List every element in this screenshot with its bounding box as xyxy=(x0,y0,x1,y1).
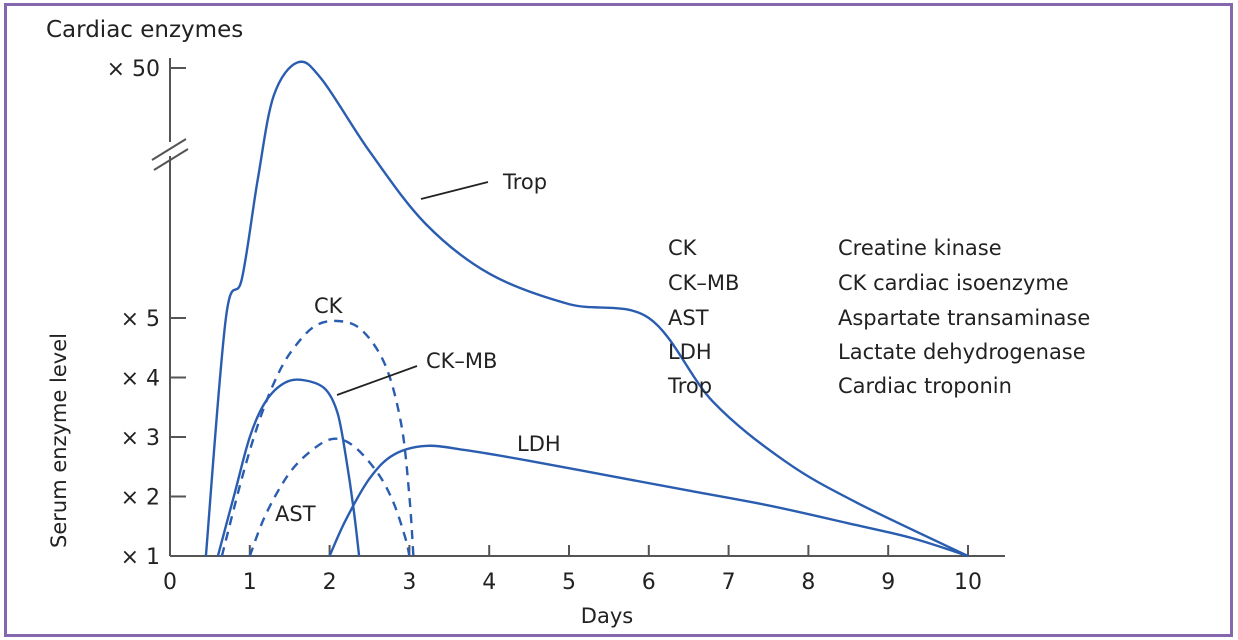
series-line-ck-mb xyxy=(216,378,361,557)
x-tick-label: 1 xyxy=(243,570,257,595)
legend-entry: LDH Lactate dehydrogenase xyxy=(668,340,1086,364)
x-tick-label: 6 xyxy=(642,570,656,595)
x-tick-label: 4 xyxy=(482,570,496,595)
curve-label-ldh: LDH xyxy=(517,432,561,456)
y-tick-label: × 3 xyxy=(121,426,160,451)
legend-name: Aspartate transaminase xyxy=(838,306,1090,330)
curve-label-ast: AST xyxy=(275,502,316,526)
y-axis-label: Serum enzyme level xyxy=(47,333,71,548)
legend-abbr: CK xyxy=(668,236,698,260)
series-line-trop xyxy=(204,60,969,558)
x-tick-label: 7 xyxy=(722,570,736,595)
legend-name: Lactate dehydrogenase xyxy=(838,340,1086,364)
y-ticks: × 1 × 2 × 3 × 4 × 5 × 50 xyxy=(107,57,186,570)
x-tick-label: 2 xyxy=(323,570,337,595)
x-tick-label: 9 xyxy=(881,570,895,595)
legend-entry: CK–MB CK cardiac isoenzyme xyxy=(668,271,1069,295)
series-line-ck xyxy=(220,319,415,557)
series-curves xyxy=(204,60,969,558)
legend-name: CK cardiac isoenzyme xyxy=(838,271,1069,295)
x-tick-label: 10 xyxy=(954,570,982,595)
legend-entry: AST Aspartate transaminase xyxy=(668,306,1090,330)
series-line-ast xyxy=(248,437,411,557)
y-axis-break-marks xyxy=(151,138,189,171)
curve-label-trop: Trop xyxy=(502,170,547,194)
legend-abbr: CK–MB xyxy=(668,271,739,295)
trop-leader-line xyxy=(420,181,489,200)
curve-label-ck-mb: CK–MB xyxy=(426,349,497,373)
legend-entry: Trop Cardiac troponin xyxy=(667,374,1012,398)
legend-abbr: LDH xyxy=(668,340,712,364)
legend-name: Cardiac troponin xyxy=(838,374,1012,398)
chart-title: Cardiac enzymes xyxy=(46,17,243,43)
x-tick-label: 3 xyxy=(402,570,416,595)
x-ticks: 0 1 2 3 4 5 6 7 8 9 10 xyxy=(163,545,982,595)
legend: CK Creatine kinase CK–MB CK cardiac isoe… xyxy=(667,236,1090,398)
legend-abbr: AST xyxy=(668,306,709,330)
y-tick-label: × 5 xyxy=(121,307,160,332)
x-axis-label: Days xyxy=(581,604,633,628)
y-tick-label: × 50 xyxy=(107,57,160,82)
legend-abbr: Trop xyxy=(667,374,712,398)
ck-mb-leader-line xyxy=(336,365,418,396)
x-tick-label: 0 xyxy=(163,570,177,595)
y-tick-label: × 2 xyxy=(121,486,160,511)
legend-entry: CK Creatine kinase xyxy=(668,236,1002,260)
curve-label-ck: CK xyxy=(314,294,344,318)
y-tick-label: × 1 xyxy=(121,545,160,570)
legend-name: Creatine kinase xyxy=(838,236,1002,260)
y-tick-label: × 4 xyxy=(121,367,160,392)
series-line-ldh xyxy=(328,444,969,558)
x-tick-label: 8 xyxy=(801,570,815,595)
x-tick-label: 5 xyxy=(562,570,576,595)
